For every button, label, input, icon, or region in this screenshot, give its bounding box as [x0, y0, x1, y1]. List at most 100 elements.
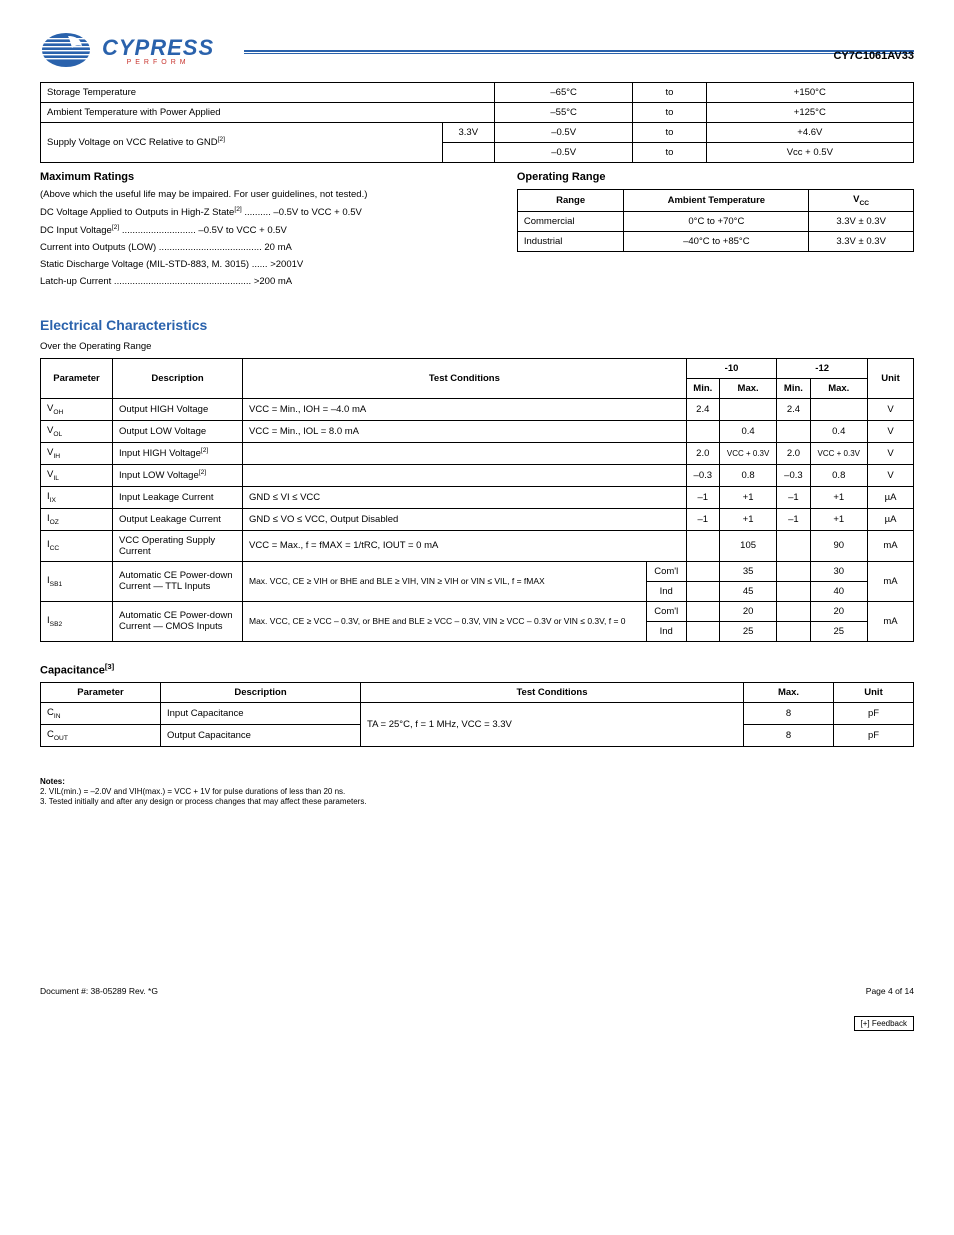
cell: 2.0: [777, 443, 810, 465]
cell: Automatic CE Power-down Current — CMOS I…: [113, 601, 243, 641]
cell: Com'l: [646, 561, 686, 581]
cell: 8: [744, 725, 834, 747]
param-cell: Supply Voltage on VCC Relative to GND[2]: [41, 123, 443, 163]
cell: Industrial: [517, 231, 624, 251]
sub-cell: 3.3V: [442, 123, 494, 143]
cell: 45: [719, 581, 776, 601]
cell: [777, 561, 810, 581]
cell: 105: [719, 530, 776, 561]
operating-range-section: Operating Range Range Ambient Temperatur…: [517, 171, 914, 252]
col-temp: Ambient Temperature: [624, 190, 809, 212]
cell: 8: [744, 703, 834, 725]
max-ratings-note: (Above which the useful life may be impa…: [40, 189, 477, 200]
cell: Output LOW Voltage: [113, 421, 243, 443]
cell: Ind: [646, 621, 686, 641]
cell: 25: [810, 621, 868, 641]
col-min: Min.: [686, 379, 719, 399]
cell: [777, 421, 810, 443]
cell: V: [868, 421, 914, 443]
rating-val: >200 mA: [254, 276, 292, 287]
cell: Input LOW Voltage[2]: [113, 464, 243, 486]
capacitance-table: Parameter Description Test Conditions Ma…: [40, 682, 914, 747]
notes-heading: Notes:: [40, 777, 65, 786]
rating-key: DC Input Voltage: [40, 225, 112, 236]
rating-line: DC Voltage Applied to Outputs in High-Z …: [40, 206, 477, 218]
elec-char-table: Parameter Description Test Conditions -1…: [40, 358, 914, 641]
col-speed12: -12: [777, 359, 868, 379]
cap-title-text: Capacitance: [40, 664, 105, 676]
cell: pF: [834, 725, 914, 747]
cell: VIH: [41, 443, 113, 465]
cypress-logo-icon: [40, 30, 96, 70]
table-header-row: Parameter Description Test Conditions -1…: [41, 359, 914, 379]
rating-val: >2001V: [270, 259, 303, 270]
max-ratings-title: Maximum Ratings: [40, 171, 477, 183]
cell: µA: [868, 508, 914, 530]
cell: –0.3: [777, 464, 810, 486]
cell: [777, 601, 810, 621]
rating-key: Latch-up Current: [40, 276, 111, 287]
cell: [686, 621, 719, 641]
notes-section: Notes: 2. VIL(min.) = –2.0V and VIH(max.…: [40, 777, 914, 806]
col-min: Min.: [777, 379, 810, 399]
header: CYPRESS PERFORM: [40, 30, 914, 70]
cell: GND ≤ VO ≤ VCC, Output Disabled: [243, 508, 687, 530]
cell: mA: [868, 561, 914, 601]
cell: V: [868, 443, 914, 465]
rating-val: –0.5V to VCC + 0.5V: [273, 207, 361, 218]
cell: [777, 530, 810, 561]
table-row: CIN Input Capacitance TA = 25°C, f = 1 M…: [41, 703, 914, 725]
table-row: Ambient Temperature with Power Applied –…: [41, 103, 914, 123]
logo-brand: CYPRESS: [102, 35, 214, 61]
max-ratings-table: Storage Temperature –65°C to +150°C Ambi…: [40, 82, 914, 163]
cell: µA: [868, 486, 914, 508]
col-cond: Test Conditions: [243, 359, 687, 399]
cell: VOL: [41, 421, 113, 443]
cell: 2.4: [686, 399, 719, 421]
cell: 2.4: [777, 399, 810, 421]
max-ratings-section: Maximum Ratings (Above which the useful …: [40, 171, 477, 293]
table-header-row: Parameter Description Test Conditions Ma…: [41, 683, 914, 703]
note-ref: [2]: [234, 206, 241, 213]
cell: +1: [719, 508, 776, 530]
cell: 2.0: [686, 443, 719, 465]
elec-title: Electrical Characteristics: [40, 317, 914, 333]
cell: mA: [868, 601, 914, 641]
table-row: Supply Voltage on VCC Relative to GND[2]…: [41, 123, 914, 143]
cell: 90: [810, 530, 868, 561]
rating-line: Static Discharge Voltage (MIL-STD-883, M…: [40, 259, 477, 270]
rating-val: –0.5V to VCC + 0.5V: [198, 225, 286, 236]
header-rule: [244, 50, 914, 54]
note-ref: [3]: [105, 662, 114, 671]
max-cell: Vcc + 0.5V: [706, 143, 913, 163]
cell: [686, 561, 719, 581]
cell: [810, 399, 868, 421]
cell: VCC Operating Supply Current: [113, 530, 243, 561]
note-ref: [2]: [201, 447, 208, 454]
cell: [686, 581, 719, 601]
cell: +1: [810, 508, 868, 530]
feedback-box[interactable]: [+] Feedback: [854, 1016, 914, 1031]
cell: CIN: [41, 703, 161, 725]
cell: Output Leakage Current: [113, 508, 243, 530]
cell: GND ≤ VI ≤ VCC: [243, 486, 687, 508]
cell: 0.4: [719, 421, 776, 443]
rating-val: 20 mA: [264, 242, 291, 253]
cap-title: Capacitance[3]: [40, 662, 914, 677]
cell: [686, 601, 719, 621]
cell: –1: [686, 486, 719, 508]
col-param: Parameter: [41, 683, 161, 703]
table-row: Storage Temperature –65°C to +150°C: [41, 83, 914, 103]
cell: [777, 581, 810, 601]
sub-cell: [442, 143, 494, 163]
rating-key: Static Discharge Voltage (MIL-STD-883, M…: [40, 259, 249, 270]
col-param: Parameter: [41, 359, 113, 399]
to-cell: to: [633, 143, 706, 163]
cell: [686, 530, 719, 561]
col-speed10: -10: [686, 359, 777, 379]
cell: VIL: [41, 464, 113, 486]
cell: 20: [810, 601, 868, 621]
table-row: IIX Input Leakage Current GND ≤ VI ≤ VCC…: [41, 486, 914, 508]
cell: VOH: [41, 399, 113, 421]
min-cell: –55°C: [494, 103, 632, 123]
